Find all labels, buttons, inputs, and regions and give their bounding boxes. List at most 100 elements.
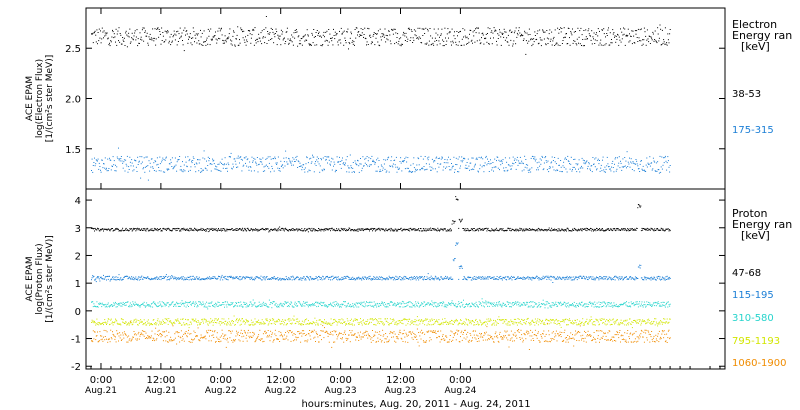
data-point — [104, 306, 106, 308]
data-point — [170, 304, 172, 306]
data-point — [277, 304, 279, 306]
data-point — [141, 321, 143, 323]
data-point — [424, 43, 426, 45]
data-point — [403, 228, 405, 230]
data-point — [162, 35, 164, 37]
data-point — [225, 168, 227, 169]
data-point — [516, 278, 518, 280]
data-point — [192, 302, 194, 304]
data-point — [318, 33, 319, 34]
data-point — [146, 302, 148, 304]
data-point — [372, 278, 374, 280]
data-point — [669, 229, 671, 231]
data-point — [432, 42, 434, 44]
data-point — [433, 278, 435, 279]
data-point — [302, 164, 304, 166]
data-point — [116, 320, 118, 322]
data-point — [424, 169, 426, 171]
data-point — [385, 279, 387, 281]
data-point — [578, 276, 579, 278]
data-point — [122, 230, 124, 232]
data-point — [621, 169, 623, 171]
data-point — [395, 156, 397, 158]
data-point — [229, 275, 231, 277]
data-point — [208, 305, 210, 307]
data-point — [439, 36, 440, 38]
data-point — [498, 159, 500, 161]
data-point — [536, 306, 538, 308]
data-point — [265, 27, 267, 29]
data-point — [560, 229, 562, 231]
data-point — [550, 304, 552, 306]
data-point — [631, 277, 633, 279]
data-point — [419, 304, 421, 306]
data-point — [540, 306, 542, 307]
data-point — [536, 275, 538, 277]
data-point — [503, 277, 505, 279]
data-point — [495, 166, 497, 168]
data-point — [233, 306, 235, 308]
data-point — [336, 228, 337, 230]
data-point — [230, 39, 231, 41]
data-point — [105, 322, 107, 324]
data-point — [125, 163, 127, 165]
data-point — [231, 168, 233, 170]
data-point — [426, 168, 428, 170]
data-point — [392, 163, 394, 165]
data-point — [161, 301, 163, 303]
data-point — [213, 305, 215, 307]
data-point — [412, 304, 414, 306]
data-point — [107, 275, 109, 277]
data-point — [361, 228, 363, 230]
data-point — [611, 229, 612, 231]
data-point — [178, 33, 180, 35]
data-point — [233, 276, 234, 278]
data-point — [502, 159, 504, 161]
data-point — [176, 279, 178, 281]
data-point — [453, 222, 455, 224]
data-point — [545, 160, 547, 162]
data-point — [357, 31, 359, 33]
data-point — [354, 303, 355, 305]
series-175-315 — [91, 147, 671, 181]
data-point — [344, 37, 346, 39]
data-point — [645, 164, 647, 166]
data-point — [326, 276, 328, 277]
data-point — [447, 304, 449, 306]
data-point — [110, 304, 112, 306]
data-point — [449, 31, 451, 33]
data-point — [465, 37, 467, 39]
data-point — [140, 305, 142, 307]
data-point — [181, 300, 183, 302]
data-point — [195, 276, 197, 278]
data-point — [351, 171, 353, 173]
data-point — [667, 228, 669, 230]
electron-ylabel-line: ACE EPAM — [25, 76, 35, 121]
data-point — [443, 40, 445, 42]
data-point — [128, 230, 130, 232]
data-point — [355, 229, 357, 231]
data-point — [126, 301, 128, 303]
data-point — [324, 278, 325, 280]
data-point — [367, 228, 369, 229]
data-point — [448, 230, 449, 232]
data-point — [386, 277, 388, 279]
data-point — [435, 32, 437, 34]
data-point — [423, 277, 425, 279]
data-point — [491, 302, 493, 304]
data-point — [358, 165, 360, 167]
data-point — [203, 279, 204, 280]
data-point — [409, 28, 411, 30]
data-point — [164, 171, 166, 173]
data-point — [95, 163, 97, 165]
data-point — [516, 229, 518, 231]
data-point — [255, 229, 257, 231]
data-point — [587, 306, 588, 308]
data-point — [271, 168, 273, 170]
data-point — [195, 33, 197, 35]
data-point — [493, 276, 495, 278]
data-point — [568, 28, 570, 29]
data-point — [579, 167, 581, 169]
data-point — [541, 303, 543, 305]
data-point — [463, 228, 464, 229]
